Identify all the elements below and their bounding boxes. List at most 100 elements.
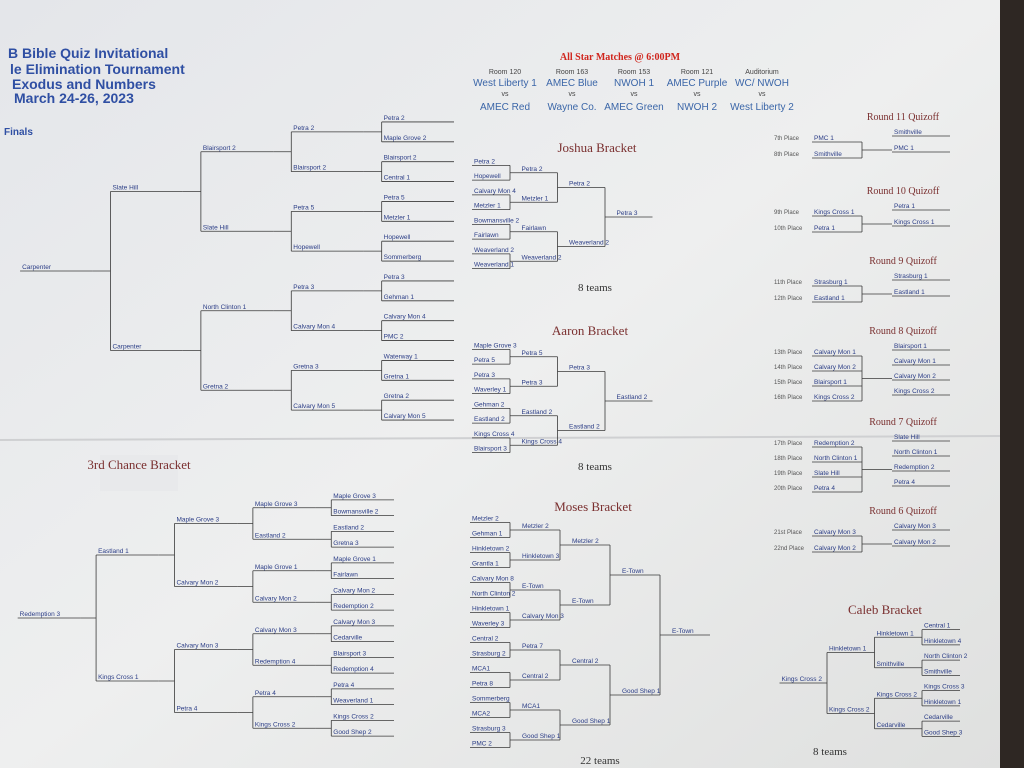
team-name: Kings Cross 4 [474,431,515,438]
team-name: Petra 2 [522,166,543,173]
connector [509,253,520,269]
team-name: Carpenter [112,344,142,351]
connector [315,625,332,642]
team-name: Bowmansville 2 [333,509,379,516]
team-name: Maple Grove 3 [255,501,298,508]
team-name: Hopewell [293,244,320,251]
team-two: AMEC Green [604,102,663,113]
team-name: Strasburg 3 [472,726,506,733]
connector [315,720,332,737]
team-name: Redemption 4 [333,666,374,673]
team-name: Maple Grove 1 [255,564,298,571]
place-label: 18th Place [774,456,803,462]
versus: vs [502,91,510,98]
title-line: March 24-26, 2023 [14,90,134,106]
team-name: Calvary Mon 3 [333,619,375,626]
room-label: Room 163 [556,69,588,76]
team-name: E-Town [572,598,594,605]
connector [315,562,332,579]
connector [861,447,892,492]
team-name: Hinkletown 1 [829,646,867,653]
connector [363,320,383,341]
team-name: Weaverland 1 [474,262,514,269]
team-name: E-Town [672,628,694,635]
team-two: NWOH 2 [677,102,717,113]
connector [865,637,875,668]
team-name: North Clinton 1 [894,449,938,456]
team-name: Petra 1 [894,203,915,210]
team-name: Smithville [814,151,842,158]
connector [315,594,332,611]
team-name: MCA1 [522,703,540,710]
team-name: Gretna 1 [384,373,410,380]
team-name: Petra 4 [333,682,354,689]
quizoff-title: Round 8 Quizoff [869,326,937,337]
team-name: Petra 5 [293,204,314,211]
place-label: 10th Place [774,226,803,232]
connector [557,415,567,446]
connector [509,165,520,181]
team-name: Redemption 3 [20,611,61,618]
team-name: Kings Cross 1 [894,219,935,226]
team-name: Kings Cross 2 [333,713,374,720]
title-line: Exodus and Numbers [12,76,156,92]
team-name: Hinkletown 2 [472,546,510,553]
team-name: Bowmansville 2 [474,217,520,224]
team-name: Smithville [877,661,905,668]
team-name: Petra 3 [384,274,405,281]
team-name: Eastland 2 [617,394,648,401]
team-name: Petra 3 [569,365,590,372]
bracket-title: Joshua Bracket [557,140,636,155]
team-name: Calvary Mon 2 [814,364,856,371]
connector [315,657,332,674]
all-star-title: All Star Matches @ 6:00PM [560,52,681,63]
team-name: Strasburg 1 [894,273,928,280]
team-name: Blairsport 1 [894,343,927,350]
place-label: 9th Place [774,210,800,216]
team-name: Petra 4 [255,690,276,697]
team-name: Kings Cross 2 [829,707,870,714]
connector [509,224,520,240]
team-name: Cedarville [877,722,906,729]
team-name: North Clinton 2 [472,591,516,598]
team-name: Smithville [924,668,952,675]
connector [509,582,520,598]
connector [912,660,923,676]
team-name: Petra 5 [384,194,405,201]
team-name: Blairsport 2 [203,145,236,152]
connector [363,121,383,142]
team-name: Maple Grove 1 [333,556,376,563]
team-name: Blairsport 2 [384,155,417,162]
team-count: 8 teams [578,282,612,294]
team-name: Calvary Mon 3 [255,627,297,634]
team-name: Gretna 3 [333,540,359,547]
bracket-title: 3rd Chance Bracket [87,457,191,472]
connector [158,523,175,587]
place-label: 17th Place [774,441,803,447]
team-one: NWOH 1 [614,78,654,89]
place-label: 19th Place [774,471,803,477]
connector [315,688,332,705]
title-backdrop [100,455,178,491]
team-name: Central 1 [924,623,951,630]
team-name: Petra 3 [522,379,543,386]
team-name: Grantla 1 [472,561,499,568]
versus: vs [631,91,639,98]
team-name: Hinkletown 1 [472,606,510,613]
team-name: Central 1 [384,175,411,182]
connector [509,702,520,718]
team-name: Redemption 2 [333,603,374,610]
place-label: 8th Place [774,152,800,158]
versus: vs [569,91,577,98]
bracket-title: Aaron Bracket [552,323,629,338]
team-name: Eastland 2 [522,409,553,416]
team-name: Gretna 2 [384,393,410,400]
connector [509,437,520,453]
team-name: Central 2 [522,673,549,680]
place-label: 7th Place [774,136,800,142]
connector [861,286,892,302]
team-name: Slate Hill [112,185,138,192]
connector [604,371,615,431]
team-name: Petra 3 [474,372,495,379]
